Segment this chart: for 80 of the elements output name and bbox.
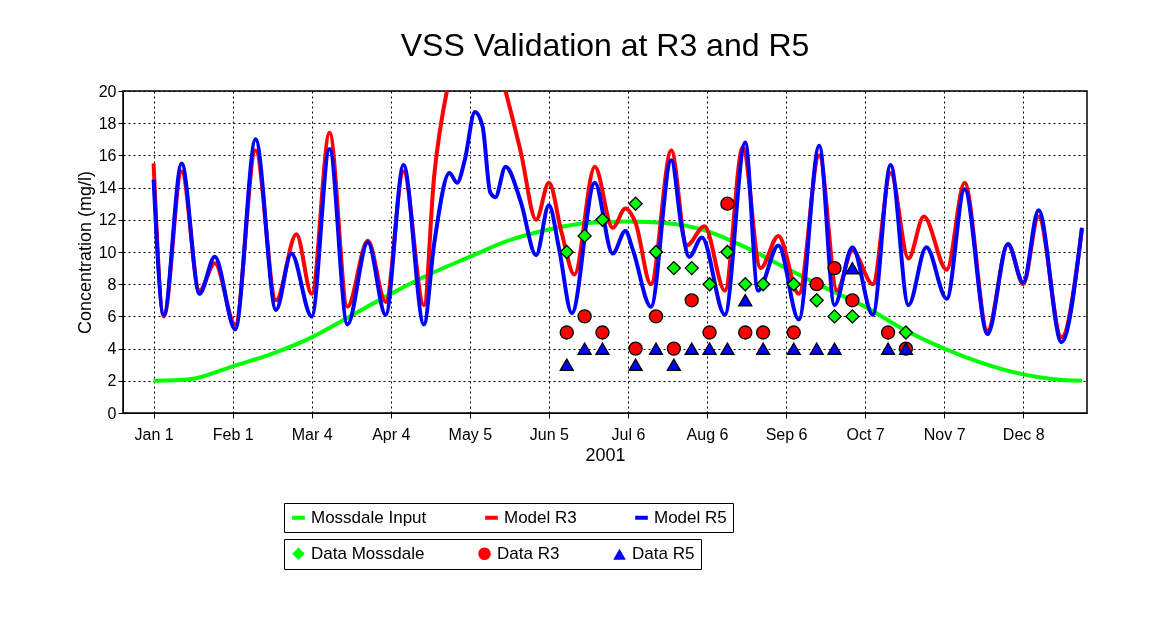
point xyxy=(720,244,735,260)
x-tick-label: Feb 1 xyxy=(212,425,254,443)
chart-title: VSS Validation at R3 and R5 xyxy=(400,27,810,63)
y-tick-label: 16 xyxy=(98,146,117,164)
point xyxy=(648,342,664,355)
x-tick-label: Oct 7 xyxy=(846,425,885,443)
point xyxy=(880,342,896,355)
y-tick-label: 20 xyxy=(98,82,117,100)
point xyxy=(827,309,842,324)
point xyxy=(755,342,771,355)
point xyxy=(755,277,771,292)
x-tick-label: May 5 xyxy=(448,425,493,443)
point xyxy=(666,358,682,371)
point xyxy=(577,309,592,324)
point xyxy=(827,342,842,355)
point xyxy=(738,277,753,292)
point xyxy=(786,325,801,340)
point xyxy=(702,277,717,292)
x-tick-label: Aug 6 xyxy=(686,425,729,443)
point xyxy=(720,196,735,211)
legend-label: Model R5 xyxy=(654,507,727,527)
legend-label: Data R3 xyxy=(497,543,560,563)
point xyxy=(702,342,717,355)
point xyxy=(559,325,574,340)
x-tick-label: Jan 1 xyxy=(134,425,174,443)
y-axis-title: Concentration (mg/l) xyxy=(74,170,95,335)
x-axis-title: 2001 xyxy=(585,444,626,465)
point xyxy=(702,325,717,340)
point xyxy=(666,341,682,356)
point xyxy=(809,342,824,355)
point xyxy=(684,293,699,308)
point xyxy=(738,325,753,340)
point xyxy=(809,277,824,292)
point xyxy=(880,325,896,340)
point xyxy=(738,294,753,307)
x-tick-label: Dec 8 xyxy=(1002,425,1045,443)
y-tick-label: 2 xyxy=(107,372,117,390)
x-tick-label: Jul 6 xyxy=(611,425,646,443)
point xyxy=(898,325,914,340)
point xyxy=(628,341,643,356)
y-tick-label: 12 xyxy=(98,211,117,229)
point xyxy=(595,342,610,355)
point xyxy=(577,228,592,244)
point xyxy=(809,293,824,308)
point xyxy=(666,260,682,276)
point xyxy=(684,342,699,355)
point xyxy=(786,277,801,292)
point xyxy=(648,309,664,324)
legend-label: Mossdale Input xyxy=(311,507,427,527)
x-tick-label: Mar 4 xyxy=(291,425,333,443)
point xyxy=(720,342,735,355)
point xyxy=(755,325,771,340)
legend-label: Data Mossdale xyxy=(311,543,425,563)
y-tick-label: 8 xyxy=(107,275,117,293)
y-tick-label: 10 xyxy=(98,243,117,261)
point xyxy=(595,212,610,227)
y-tick-label: 18 xyxy=(98,114,117,132)
point xyxy=(827,260,842,276)
point xyxy=(786,342,801,355)
x-tick-label: Apr 4 xyxy=(372,425,411,443)
point xyxy=(648,244,664,260)
point xyxy=(577,342,592,355)
point xyxy=(595,325,610,340)
point xyxy=(559,244,574,260)
y-tick-label: 0 xyxy=(107,404,117,422)
point xyxy=(628,358,643,371)
legend-label: Model R3 xyxy=(504,507,577,527)
y-tick-label: 6 xyxy=(107,307,117,325)
point xyxy=(684,260,699,276)
y-tick-label: 14 xyxy=(98,179,117,197)
y-tick-label: 4 xyxy=(107,340,117,358)
legend-label: Data R5 xyxy=(632,544,695,564)
x-tick-label: Jun 5 xyxy=(529,425,570,443)
point xyxy=(845,293,860,308)
point xyxy=(559,358,574,371)
point xyxy=(845,261,860,275)
x-tick-label: Nov 7 xyxy=(923,425,966,443)
point xyxy=(845,309,860,324)
x-tick-label: Sep 6 xyxy=(765,425,808,443)
point xyxy=(628,196,643,211)
